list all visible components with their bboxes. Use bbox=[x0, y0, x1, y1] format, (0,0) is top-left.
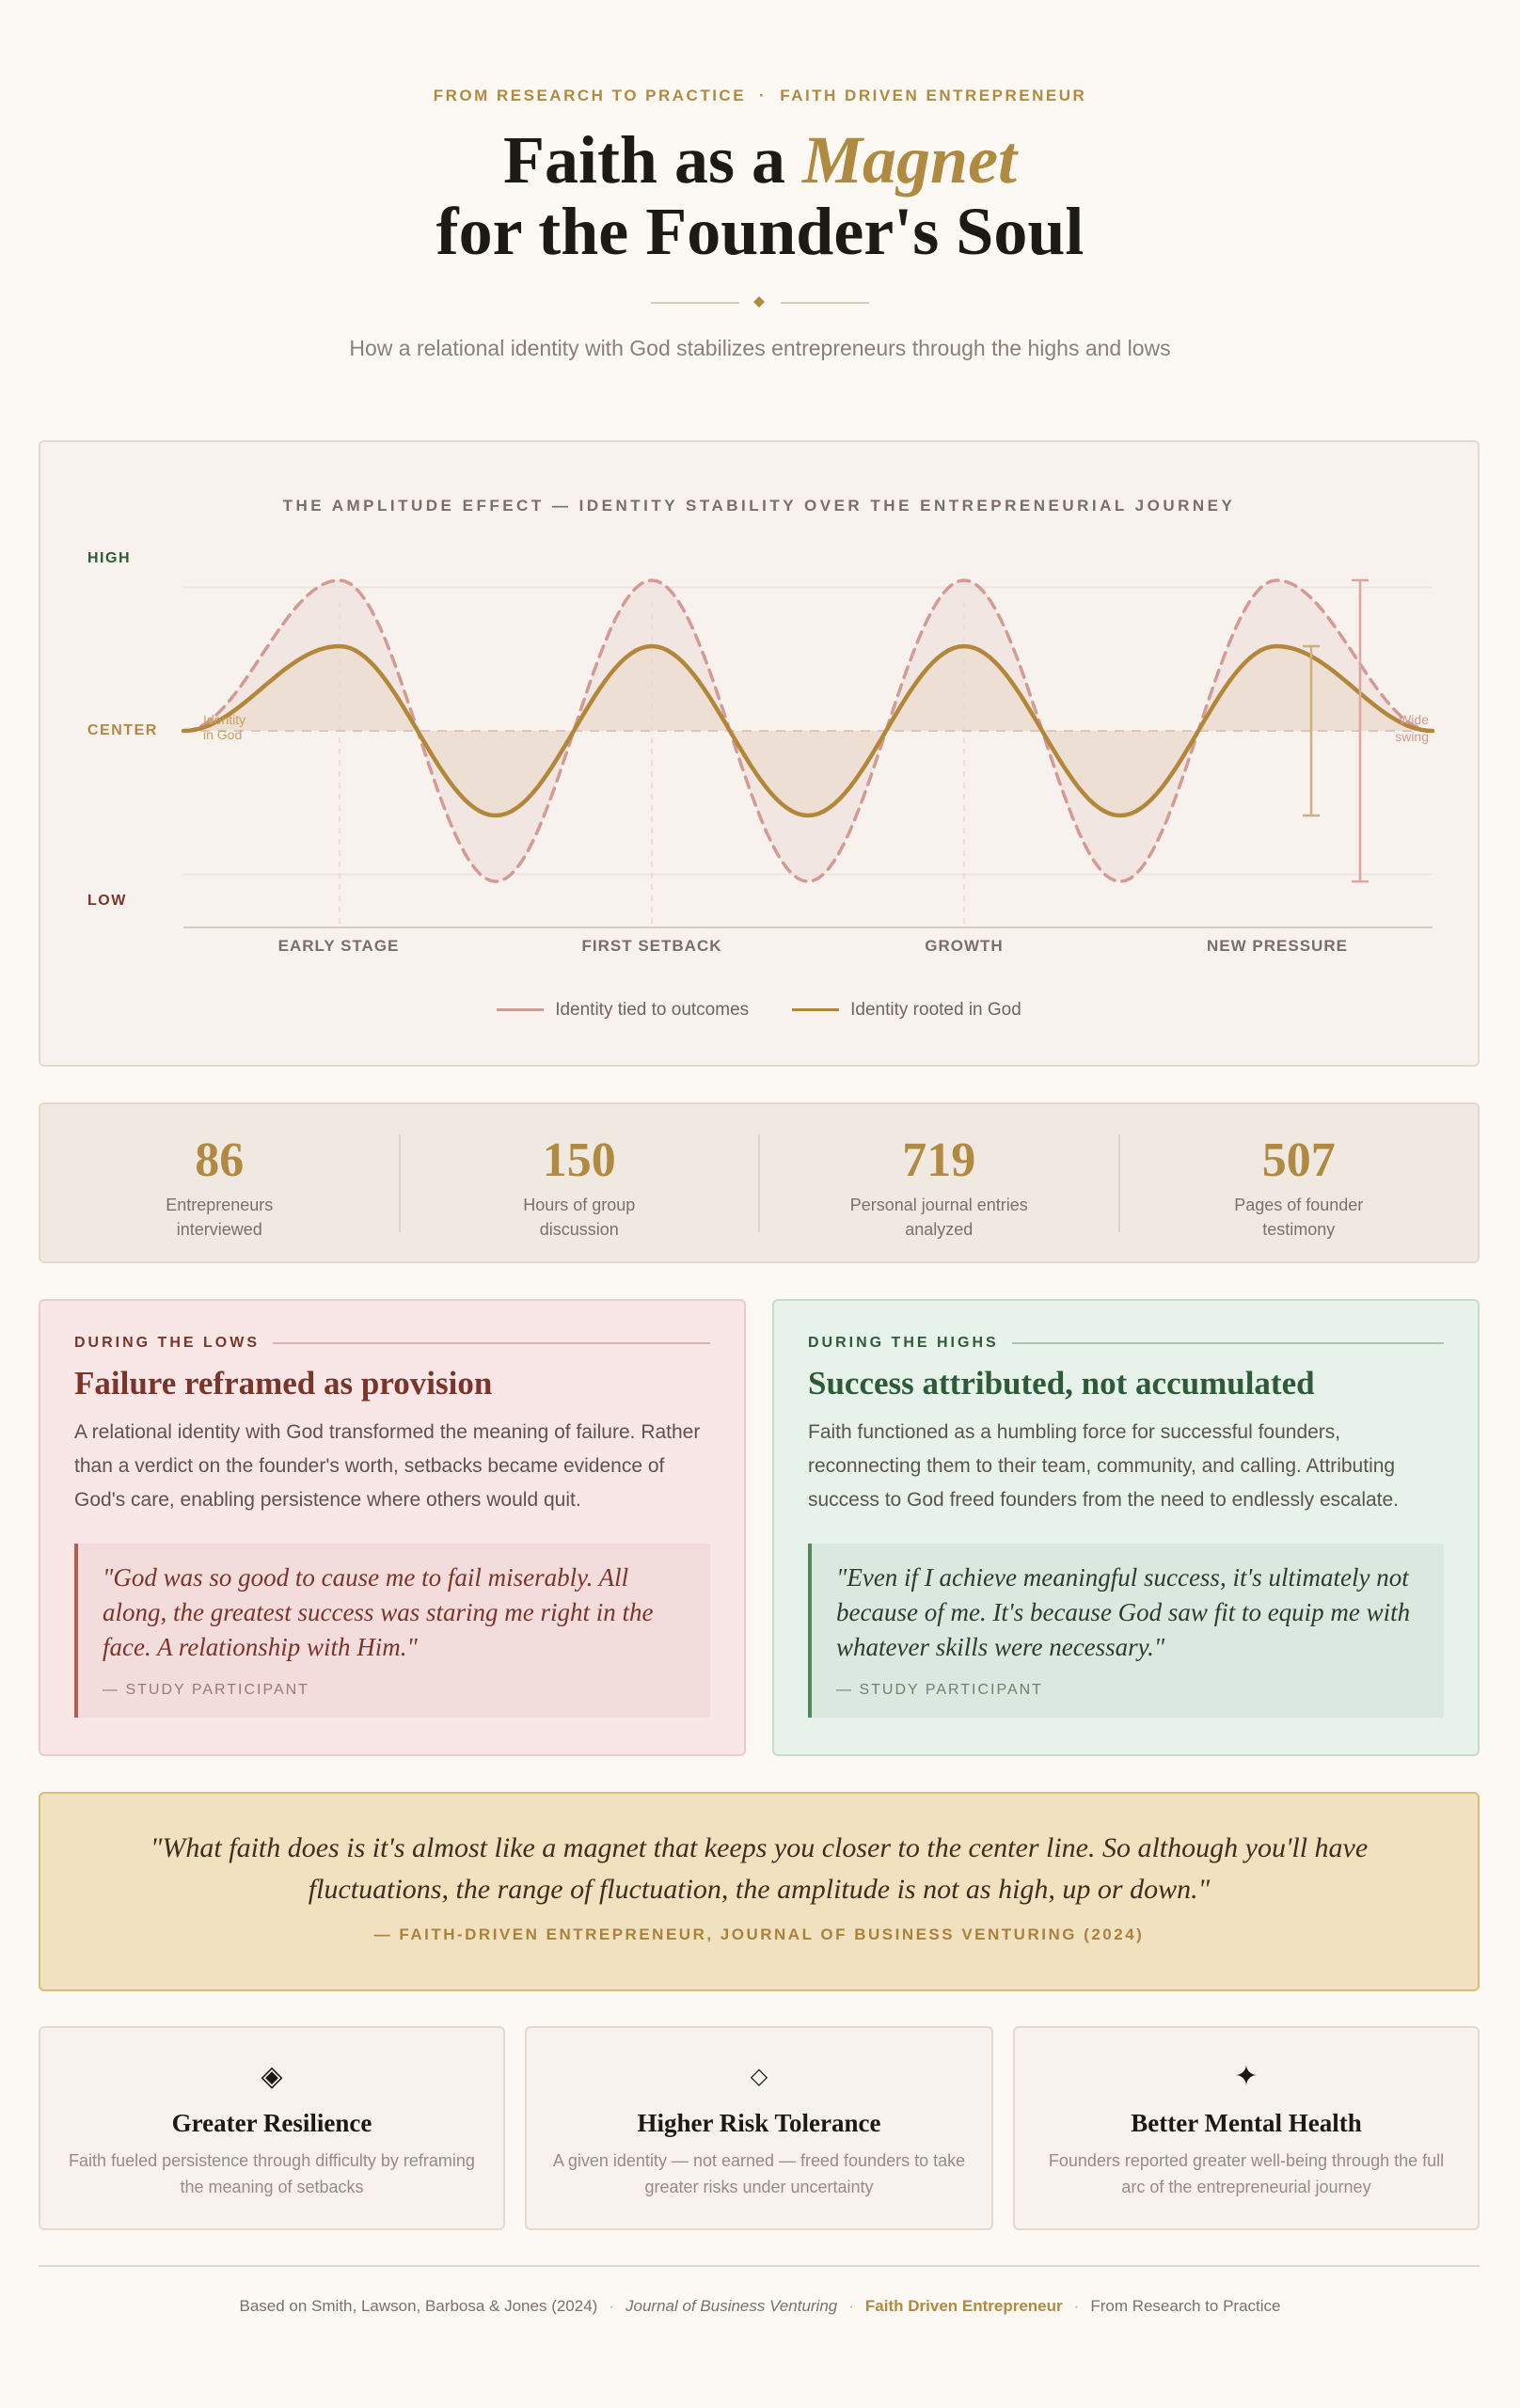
god-annotation: Identity bbox=[203, 712, 245, 727]
kicker-left: FROM RESEARCH TO PRACTICE bbox=[433, 87, 747, 104]
label-text: DURING THE LOWS bbox=[74, 1335, 260, 1351]
god-annotation: in God bbox=[203, 727, 242, 742]
amplitude-chart: THE AMPLITUDE EFFECT — IDENTITY STABILIT… bbox=[39, 440, 1480, 1067]
featured-quote-attribution: — FAITH-DRIVEN ENTREPRENEUR, JOURNAL OF … bbox=[373, 1925, 1145, 1943]
series-area bbox=[183, 646, 1433, 816]
quote-attribution: — STUDY PARTICIPANT bbox=[103, 1682, 309, 1698]
outcome-annotation: swing bbox=[1395, 729, 1429, 744]
x-label: NEW PRESSURE bbox=[1207, 937, 1348, 955]
feature-card-resilience: ◈ Greater Resilience Faith fueled persis… bbox=[39, 2026, 505, 2230]
series-line bbox=[182, 578, 1434, 883]
feature-card-risk: ◇ Higher Risk Tolerance A given identity… bbox=[525, 2026, 993, 2230]
stat-value: 150 bbox=[542, 1133, 616, 1187]
x-label: GROWTH bbox=[925, 937, 1004, 955]
legend-label: Identity tied to outcomes bbox=[555, 1000, 750, 1020]
card-body: Faith functioned as a humbling force for… bbox=[808, 1421, 1400, 1511]
footer-journal: Journal of Business Venturing bbox=[625, 2297, 838, 2315]
y-label-high: HIGH bbox=[87, 550, 131, 566]
footer-citation: Based on Smith, Lawson, Barbosa & Jones … bbox=[239, 2297, 598, 2315]
kicker-separator: · bbox=[759, 87, 768, 104]
label-rule bbox=[273, 1342, 710, 1344]
quote-text: "God was so good to cause me to fail mis… bbox=[103, 1563, 654, 1661]
label-rule bbox=[1011, 1342, 1444, 1344]
title-prefix: Faith as a bbox=[502, 122, 802, 198]
legend-swatch bbox=[497, 1008, 545, 1012]
footer-divider bbox=[39, 2265, 1480, 2267]
legend-label: Identity rooted in God bbox=[850, 1000, 1021, 1020]
stat-item: 150 Hours of group discussion bbox=[398, 1133, 759, 1239]
feature-desc: Founders reported greater well-being thr… bbox=[1048, 2151, 1445, 2196]
feature-title: Greater Resilience bbox=[171, 2109, 372, 2137]
stat-item: 719 Personal journal entries analyzed bbox=[758, 1133, 1118, 1239]
legend-item-god: Identity rooted in God bbox=[792, 1000, 1021, 1021]
stat-value: 719 bbox=[902, 1133, 976, 1187]
feature-card-mental-health: ✦ Better Mental Health Founders reported… bbox=[1013, 2026, 1480, 2230]
stat-label: Entrepreneurs interviewed bbox=[166, 1195, 274, 1239]
card-body: A relational identity with God transform… bbox=[74, 1421, 701, 1511]
feature-title: Higher Risk Tolerance bbox=[637, 2109, 881, 2137]
quote-attribution: — STUDY PARTICIPANT bbox=[836, 1682, 1043, 1698]
feature-desc: Faith fueled persistence through difficu… bbox=[69, 2151, 475, 2196]
footer-sep: · bbox=[609, 2297, 615, 2315]
footer-brand: Faith Driven Entrepreneur bbox=[864, 2297, 1063, 2315]
participant-quote: "Even if I achieve meaningful success, i… bbox=[808, 1544, 1444, 1718]
card-heading: Failure reframed as provision bbox=[74, 1365, 493, 1402]
diamond-outline-icon: ◇ bbox=[750, 2064, 768, 2089]
participant-quote: "God was so good to cause me to fail mis… bbox=[74, 1544, 710, 1718]
stat-label: Personal journal entries analyzed bbox=[849, 1195, 1028, 1239]
series-line bbox=[181, 643, 1435, 818]
title-accent: Magnet bbox=[802, 122, 1018, 198]
stat-label: Hours of group discussion bbox=[523, 1195, 636, 1239]
footer-sep: · bbox=[848, 2297, 854, 2315]
y-label-low: LOW bbox=[87, 893, 127, 909]
card-heading: Success attributed, not accumulated bbox=[808, 1365, 1315, 1402]
x-label: EARLY STAGE bbox=[277, 937, 400, 955]
outcome-annotation: Wide bbox=[1399, 712, 1429, 727]
label-text: DURING THE HIGHS bbox=[808, 1335, 999, 1351]
diamond-icon bbox=[753, 296, 765, 308]
feature-title: Better Mental Health bbox=[1131, 2109, 1362, 2137]
stat-item: 507 Pages of founder testimony bbox=[1117, 1133, 1479, 1239]
chart-legend: Identity tied to outcomes Identity roote… bbox=[40, 1000, 1478, 1021]
footer-series: From Research to Practice bbox=[1090, 2297, 1281, 2315]
stat-label: Pages of founder testimony bbox=[1234, 1195, 1364, 1239]
featured-quote-text: "What faith does is it's almost like a m… bbox=[150, 1832, 1369, 1905]
y-label-center: CENTER bbox=[87, 722, 158, 738]
footer: Based on Smith, Lawson, Barbosa & Jones … bbox=[0, 2297, 1520, 2316]
footer-sep: · bbox=[1073, 2297, 1080, 2315]
section-label: DURING THE LOWS bbox=[74, 1335, 710, 1352]
section-label: DURING THE HIGHS bbox=[808, 1335, 1444, 1352]
title-line-2: for the Founder's Soul bbox=[435, 194, 1085, 269]
kicker-right: FAITH DRIVEN ENTREPRENEUR bbox=[780, 87, 1087, 104]
legend-swatch bbox=[792, 1008, 840, 1012]
lows-card: DURING THE LOWS Failure reframed as prov… bbox=[39, 1299, 746, 1756]
legend-item-outcomes: Identity tied to outcomes bbox=[497, 1000, 749, 1021]
x-label: FIRST SETBACK bbox=[581, 937, 722, 955]
stat-value: 86 bbox=[195, 1133, 245, 1187]
stat-value: 507 bbox=[1261, 1133, 1336, 1187]
featured-quote: "What faith does is it's almost like a m… bbox=[39, 1792, 1480, 1991]
star-icon: ✦ bbox=[1234, 2061, 1259, 2092]
feature-desc: A given identity — not earned — freed fo… bbox=[552, 2151, 966, 2196]
ornamental-divider bbox=[651, 295, 869, 309]
kicker: FROM RESEARCH TO PRACTICE · FAITH DRIVEN E… bbox=[0, 87, 1520, 105]
diamond-dot-icon: ◈ bbox=[261, 2061, 283, 2092]
quote-text: "Even if I achieve meaningful success, i… bbox=[836, 1563, 1411, 1661]
subtitle: How a relational identity with God stabi… bbox=[349, 336, 1171, 360]
stats-bar: 86 Entrepreneurs interviewed 150 Hours of … bbox=[39, 1102, 1480, 1263]
chart-title: THE AMPLITUDE EFFECT — IDENTITY STABILIT… bbox=[282, 497, 1236, 515]
highs-card: DURING THE HIGHS Success attributed, not… bbox=[772, 1299, 1480, 1756]
page-title: Faith as a Magnet for the Founder's Soul bbox=[0, 124, 1520, 267]
stat-item: 86 Entrepreneurs interviewed bbox=[40, 1133, 399, 1239]
